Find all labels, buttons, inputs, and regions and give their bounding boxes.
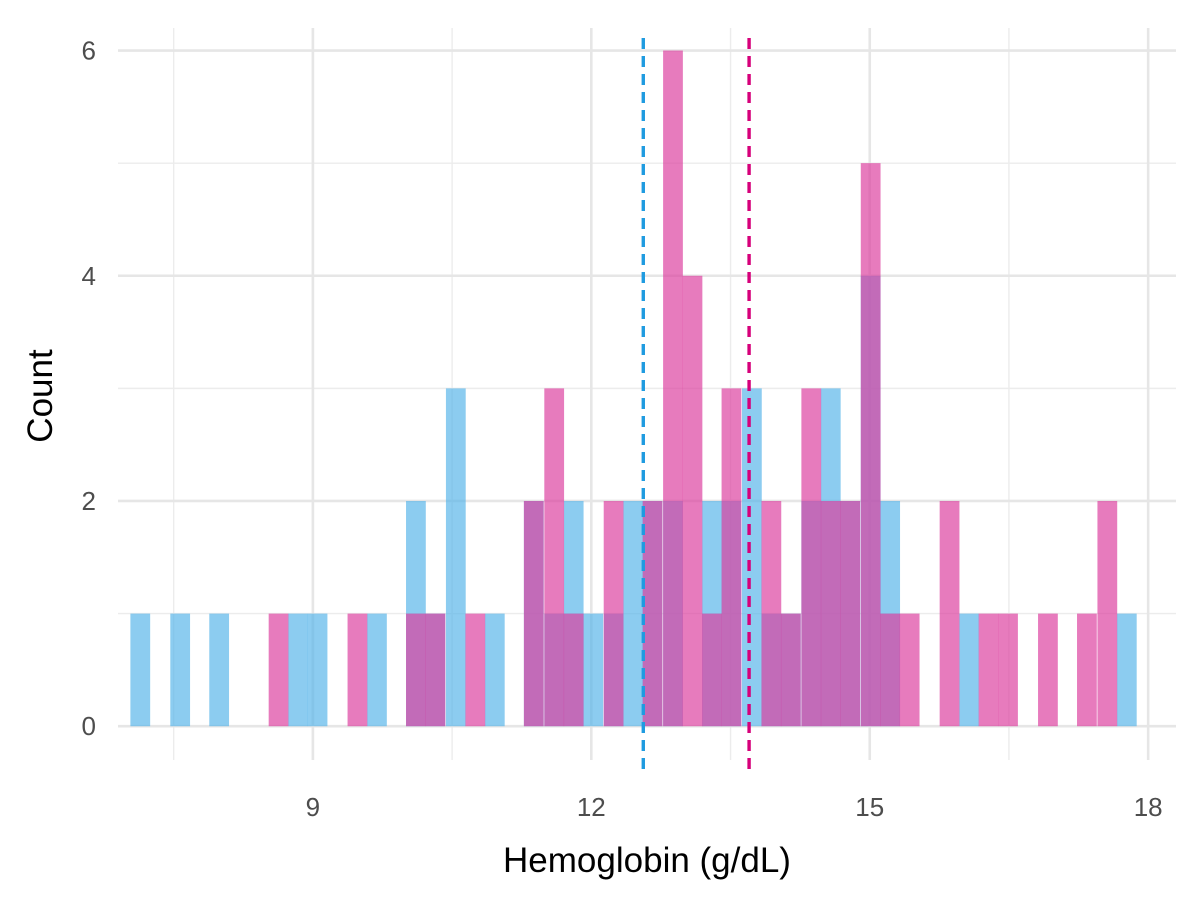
series-b-bar <box>544 388 565 727</box>
series-b-bar <box>1077 613 1097 727</box>
series-a-bar <box>583 613 604 727</box>
series-a-bar <box>741 388 762 727</box>
series-b-bar <box>268 613 289 727</box>
series-b-bar <box>682 275 703 727</box>
series-b-bar <box>523 500 544 727</box>
series-b-bar <box>978 613 999 727</box>
series-b-bar <box>563 613 584 727</box>
reference-lines <box>641 38 751 770</box>
series-b-bar <box>820 500 841 727</box>
bars-layer <box>130 50 1137 727</box>
x-axis-title: Hemoglobin (g/dL) <box>503 841 791 880</box>
series-a-bar <box>367 613 387 727</box>
series-b-bar <box>642 500 663 727</box>
series-b-bar <box>1038 613 1058 727</box>
x-tick-label: 18 <box>1134 792 1163 822</box>
series-a-bar <box>959 613 979 727</box>
y-tick-label: 2 <box>82 486 96 516</box>
series-b-bar <box>761 500 782 727</box>
y-tick-label: 6 <box>82 36 96 66</box>
y-tick-label: 4 <box>82 261 96 291</box>
x-tick-label: 9 <box>306 792 320 822</box>
series-a-bar <box>445 388 466 727</box>
series-b-bar <box>347 613 368 727</box>
series-a-bar <box>170 613 191 727</box>
series-b-bar <box>899 613 920 727</box>
series-b-bar <box>860 163 881 727</box>
series-b-bar <box>998 613 1018 727</box>
series-b-bar <box>702 613 722 727</box>
series-a-bar <box>130 613 151 727</box>
tick-labels: 9 12 15 18 0 2 4 6 <box>82 36 1163 822</box>
series-b-bar <box>663 50 683 727</box>
y-axis-title: Count <box>21 349 60 443</box>
series-a-bar <box>209 613 230 727</box>
x-tick-label: 15 <box>855 792 884 822</box>
series-b-bar <box>406 613 426 727</box>
series-b-bar <box>1097 500 1118 727</box>
series-b-bar <box>840 500 861 727</box>
series-a-bar <box>623 500 643 727</box>
series-a-bar <box>307 613 328 727</box>
series-b-bar <box>721 388 742 727</box>
series-a-bar <box>288 613 308 727</box>
series-b-bar <box>425 613 446 727</box>
y-tick-label: 0 <box>82 711 96 741</box>
series-b-bar <box>939 500 960 727</box>
series-b-bar <box>465 613 486 727</box>
series-b-bar <box>801 388 822 727</box>
series-b-bar <box>780 613 801 727</box>
series-a-bar <box>484 613 505 727</box>
series-b-bar <box>603 500 624 727</box>
x-tick-label: 12 <box>577 792 606 822</box>
series-b-bar <box>880 613 901 727</box>
series-a-bar <box>1116 613 1137 727</box>
